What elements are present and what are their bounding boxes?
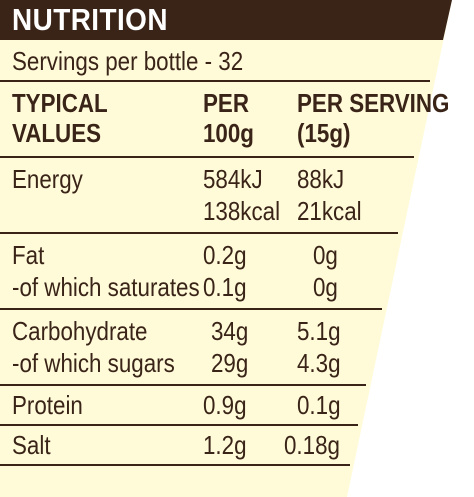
- sugars-serv: 4.3g: [297, 348, 341, 378]
- col-header-per100-2: 100g: [203, 118, 254, 148]
- divider: [0, 464, 350, 466]
- fat-per100: 0.2g: [203, 240, 247, 270]
- carbohydrate-label: Carbohydrate: [12, 316, 148, 346]
- energy-per100-kcal: 138kcal: [203, 196, 281, 226]
- divider: [0, 384, 366, 386]
- divider: [0, 80, 430, 82]
- protein-per100: 0.9g: [203, 390, 247, 420]
- carbohydrate-serv: 5.1g: [297, 316, 341, 346]
- sugars-label: -of which sugars: [12, 348, 175, 378]
- saturates-per100: 0.1g: [203, 272, 247, 302]
- protein-label: Protein: [12, 390, 83, 420]
- saturates-label: -of which saturates: [12, 272, 200, 302]
- salt-per100: 1.2g: [203, 430, 247, 460]
- divider: [0, 232, 398, 234]
- energy-serv-kcal: 21kcal: [297, 196, 362, 226]
- salt-serv: 0.18g: [284, 430, 340, 460]
- protein-serv: 0.1g: [297, 390, 341, 420]
- saturates-serv: 0g: [313, 272, 338, 302]
- divider: [0, 308, 382, 310]
- col-header-perserv-1: PER SERVING: [297, 88, 450, 118]
- servings-text: Servings per bottle - 32: [12, 46, 244, 76]
- energy-label: Energy: [12, 164, 83, 194]
- carbohydrate-per100: 34g: [211, 316, 249, 346]
- divider: [0, 424, 358, 426]
- energy-serv-kj: 88kJ: [297, 164, 345, 194]
- nutrition-title: NUTRITION: [12, 2, 168, 37]
- energy-per100-kj: 584kJ: [203, 164, 263, 194]
- col-header-per100-1: PER: [203, 88, 249, 118]
- col-header-perserv-2: (15g): [297, 118, 351, 148]
- fat-serv: 0g: [313, 240, 338, 270]
- col-header-typical-1: TYPICAL: [12, 88, 108, 118]
- sugars-per100: 29g: [211, 348, 249, 378]
- col-header-typical-2: VALUES: [12, 118, 102, 148]
- divider: [0, 156, 414, 158]
- fat-label: Fat: [12, 240, 45, 270]
- salt-label: Salt: [12, 430, 51, 460]
